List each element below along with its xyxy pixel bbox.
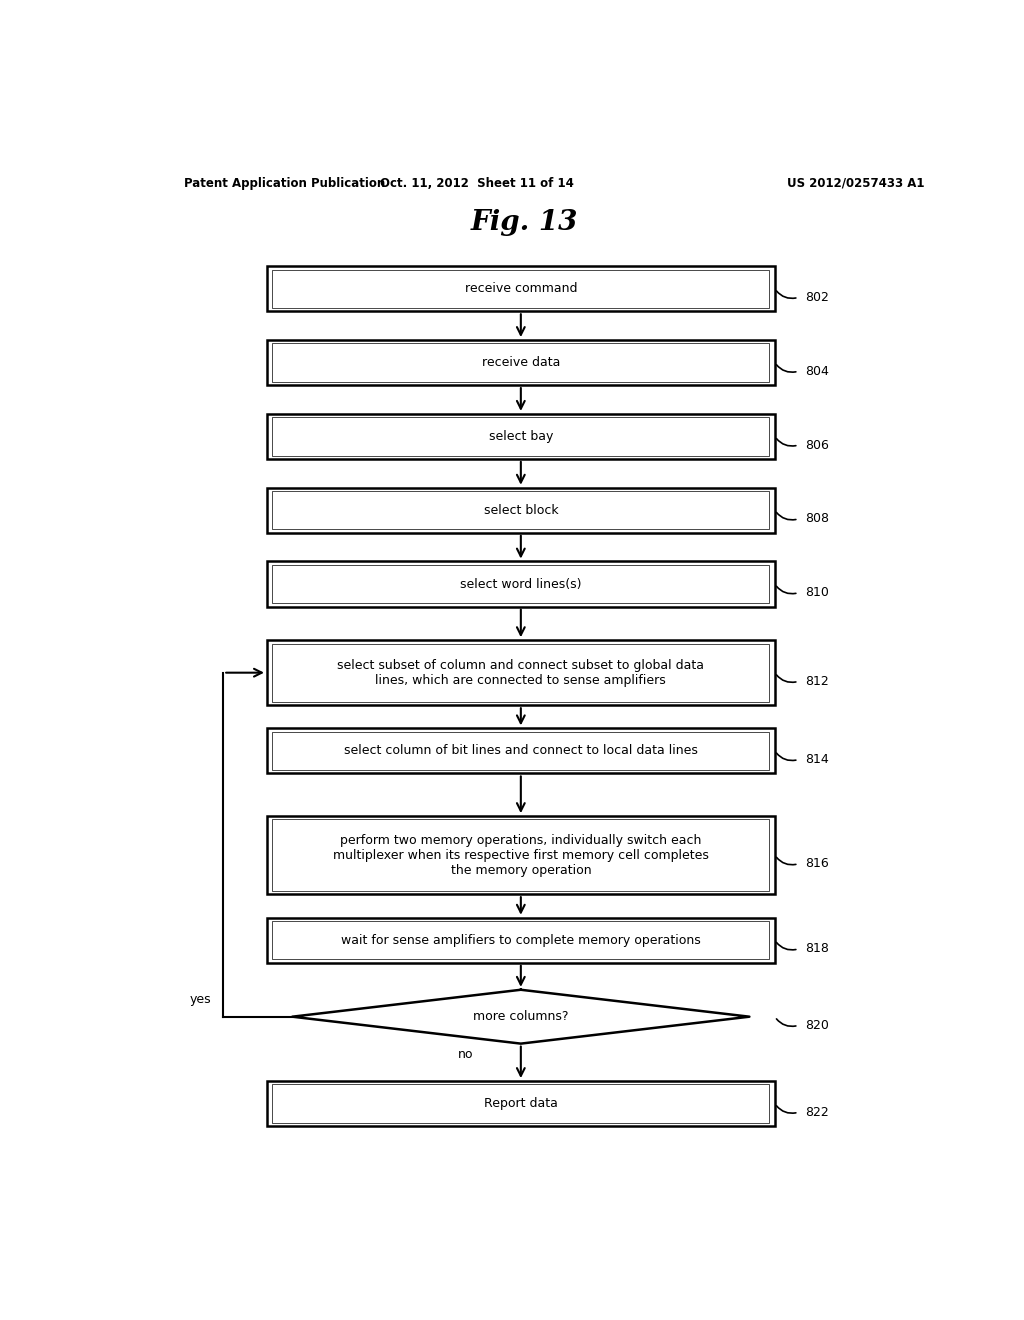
Text: Patent Application Publication: Patent Application Publication xyxy=(183,177,385,190)
Bar xyxy=(272,269,769,308)
Text: 812: 812 xyxy=(805,675,828,688)
Bar xyxy=(272,731,769,770)
Text: Oct. 11, 2012  Sheet 11 of 14: Oct. 11, 2012 Sheet 11 of 14 xyxy=(380,177,574,190)
Text: select block: select block xyxy=(483,504,558,516)
Text: 818: 818 xyxy=(805,942,828,956)
Bar xyxy=(272,343,769,381)
Text: 822: 822 xyxy=(805,1106,828,1119)
Text: 816: 816 xyxy=(805,857,828,870)
Bar xyxy=(267,267,775,312)
Text: wait for sense amplifiers to complete memory operations: wait for sense amplifiers to complete me… xyxy=(341,933,700,946)
Bar xyxy=(267,341,775,385)
Bar xyxy=(272,417,769,455)
Bar xyxy=(272,644,769,702)
Text: US 2012/0257433 A1: US 2012/0257433 A1 xyxy=(786,177,925,190)
Text: Report data: Report data xyxy=(484,1097,558,1110)
Text: receive command: receive command xyxy=(465,282,578,296)
Bar xyxy=(267,729,775,774)
Bar xyxy=(267,816,775,894)
Text: 802: 802 xyxy=(805,290,828,304)
Text: more columns?: more columns? xyxy=(473,1010,568,1023)
Text: select column of bit lines and connect to local data lines: select column of bit lines and connect t… xyxy=(344,744,697,758)
Text: 810: 810 xyxy=(805,586,828,599)
Text: 814: 814 xyxy=(805,752,828,766)
Text: no: no xyxy=(458,1048,473,1061)
Text: perform two memory operations, individually switch each
multiplexer when its res: perform two memory operations, individua… xyxy=(333,834,709,876)
Bar xyxy=(272,820,769,891)
Text: select subset of column and connect subset to global data
lines, which are conne: select subset of column and connect subs… xyxy=(337,659,705,686)
Bar xyxy=(267,640,775,705)
Polygon shape xyxy=(292,990,750,1044)
Bar xyxy=(272,1085,769,1123)
Text: 808: 808 xyxy=(805,512,829,525)
Text: 806: 806 xyxy=(805,438,828,451)
Bar xyxy=(267,487,775,533)
Text: yes: yes xyxy=(189,993,211,1006)
Bar xyxy=(267,413,775,459)
Bar xyxy=(267,917,775,962)
Bar xyxy=(267,561,775,607)
Bar xyxy=(272,921,769,960)
Text: select bay: select bay xyxy=(488,430,553,444)
Bar xyxy=(272,491,769,529)
Bar xyxy=(272,565,769,603)
Text: Fig. 13: Fig. 13 xyxy=(471,210,579,236)
Text: 820: 820 xyxy=(805,1019,828,1032)
Text: receive data: receive data xyxy=(481,356,560,370)
Text: select word lines(s): select word lines(s) xyxy=(460,578,582,590)
Text: 804: 804 xyxy=(805,364,828,378)
Bar xyxy=(267,1081,775,1126)
